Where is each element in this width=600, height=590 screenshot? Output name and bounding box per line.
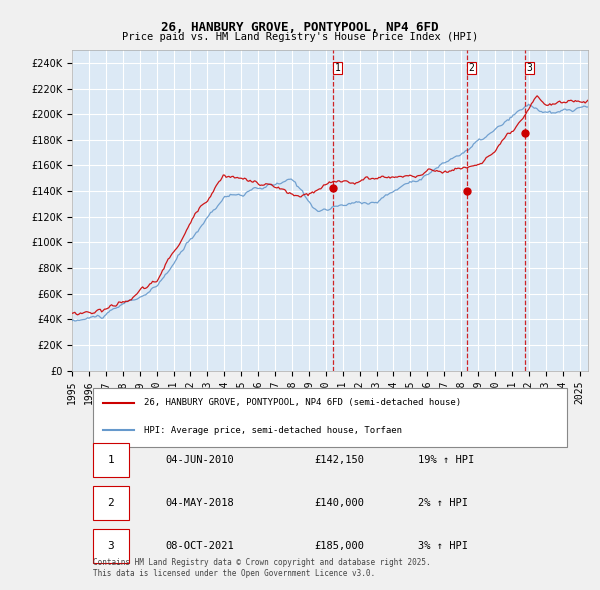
Text: 04-MAY-2018: 04-MAY-2018 bbox=[165, 498, 233, 508]
Text: Contains HM Land Registry data © Crown copyright and database right 2025.
This d: Contains HM Land Registry data © Crown c… bbox=[92, 558, 430, 578]
Text: 08-OCT-2021: 08-OCT-2021 bbox=[165, 540, 233, 550]
FancyBboxPatch shape bbox=[92, 443, 129, 477]
Text: £185,000: £185,000 bbox=[314, 540, 365, 550]
Text: 2: 2 bbox=[107, 498, 114, 508]
Text: Price paid vs. HM Land Registry's House Price Index (HPI): Price paid vs. HM Land Registry's House … bbox=[122, 32, 478, 42]
Text: 2: 2 bbox=[469, 63, 475, 73]
Text: HPI: Average price, semi-detached house, Torfaen: HPI: Average price, semi-detached house,… bbox=[144, 426, 402, 435]
FancyBboxPatch shape bbox=[92, 388, 568, 447]
Text: 19% ↑ HPI: 19% ↑ HPI bbox=[418, 455, 474, 466]
Text: 2% ↑ HPI: 2% ↑ HPI bbox=[418, 498, 468, 508]
Text: 1: 1 bbox=[335, 63, 340, 73]
Text: £142,150: £142,150 bbox=[314, 455, 365, 466]
FancyBboxPatch shape bbox=[92, 529, 129, 563]
Text: 26, HANBURY GROVE, PONTYPOOL, NP4 6FD: 26, HANBURY GROVE, PONTYPOOL, NP4 6FD bbox=[161, 21, 439, 34]
FancyBboxPatch shape bbox=[92, 486, 129, 520]
Text: £140,000: £140,000 bbox=[314, 498, 365, 508]
Text: 26, HANBURY GROVE, PONTYPOOL, NP4 6FD (semi-detached house): 26, HANBURY GROVE, PONTYPOOL, NP4 6FD (s… bbox=[144, 398, 461, 407]
Text: 04-JUN-2010: 04-JUN-2010 bbox=[165, 455, 233, 466]
Text: 3: 3 bbox=[527, 63, 532, 73]
Text: 3% ↑ HPI: 3% ↑ HPI bbox=[418, 540, 468, 550]
Text: 1: 1 bbox=[107, 455, 114, 466]
Text: 3: 3 bbox=[107, 540, 114, 550]
